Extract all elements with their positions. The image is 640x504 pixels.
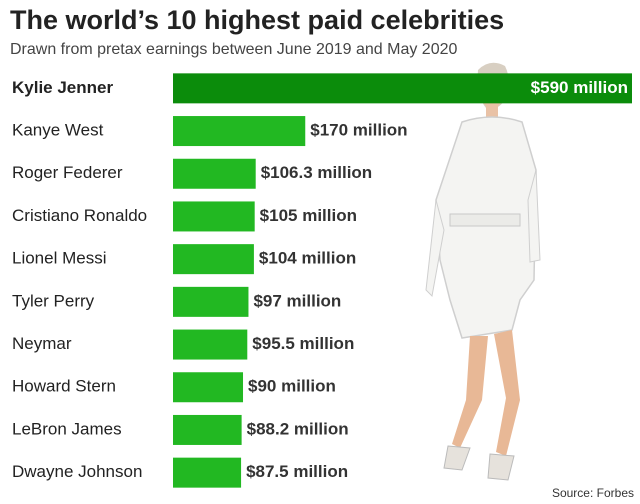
value-label: $87.5 million <box>246 462 348 481</box>
bar <box>173 372 244 403</box>
category-label: Neymar <box>12 334 72 353</box>
bar <box>173 286 249 317</box>
category-label: Roger Federer <box>12 163 123 182</box>
bar <box>173 244 254 275</box>
chart-subtitle: Drawn from pretax earnings between June … <box>10 41 457 58</box>
bar <box>173 329 248 360</box>
value-label: $170 million <box>310 121 407 140</box>
value-label: $95.5 million <box>252 334 354 353</box>
bar <box>173 73 632 104</box>
bar <box>173 116 306 147</box>
source-note: Source: Forbes <box>552 486 634 500</box>
celebrity-figure <box>425 62 541 481</box>
category-label: Howard Stern <box>12 377 116 396</box>
value-label: $97 million <box>253 291 341 310</box>
category-label: Cristiano Ronaldo <box>12 206 147 225</box>
bar <box>173 158 256 189</box>
value-label: $104 million <box>259 249 356 268</box>
category-label: Kylie Jenner <box>12 78 113 97</box>
bar <box>173 457 242 488</box>
value-label: $88.2 million <box>247 419 349 438</box>
bar <box>173 414 242 445</box>
value-label: $105 million <box>260 206 357 225</box>
value-label: $106.3 million <box>261 163 373 182</box>
value-label: $90 million <box>248 377 336 396</box>
chart-title: The world’s 10 highest paid celebrities <box>10 5 504 35</box>
category-label: LeBron James <box>12 419 122 438</box>
value-label: $590 million <box>531 78 628 97</box>
category-label: Tyler Perry <box>12 291 95 310</box>
bar <box>173 201 255 232</box>
category-label: Kanye West <box>12 121 104 140</box>
category-label: Lionel Messi <box>12 249 107 268</box>
category-label: Dwayne Johnson <box>12 462 142 481</box>
